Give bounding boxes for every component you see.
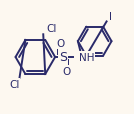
Text: Cl: Cl <box>46 24 57 34</box>
Text: I: I <box>109 12 112 22</box>
Text: O: O <box>62 66 70 76</box>
Text: S: S <box>59 51 67 64</box>
Text: O: O <box>56 39 64 49</box>
Text: NH: NH <box>79 53 94 62</box>
Text: Cl: Cl <box>9 79 20 89</box>
